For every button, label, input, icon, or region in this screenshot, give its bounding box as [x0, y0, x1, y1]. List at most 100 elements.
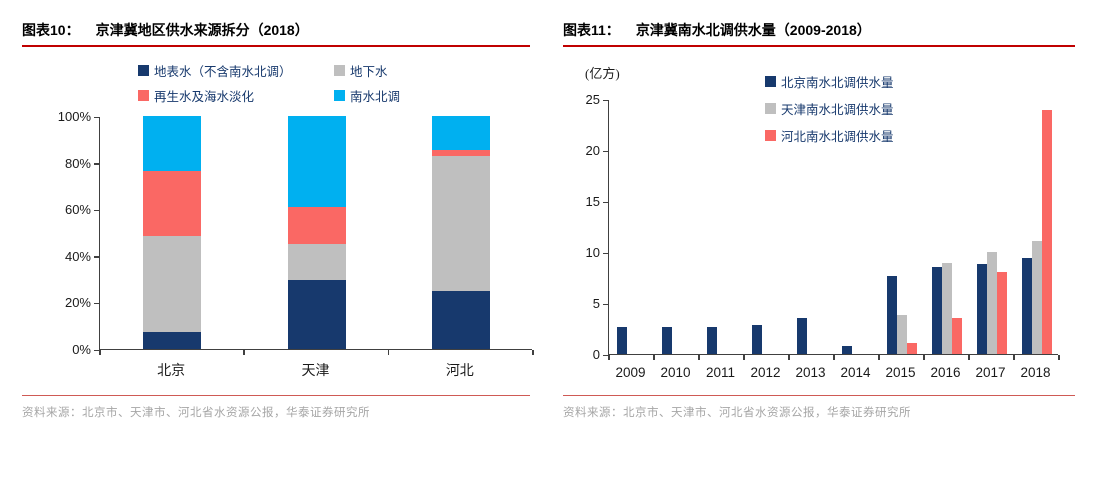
x-tick-mark	[1013, 355, 1015, 360]
bar-segment	[431, 155, 490, 291]
bar	[886, 276, 897, 354]
y-axis-unit: (亿方)	[585, 66, 620, 81]
legend-label: 再生水及海水淡化	[154, 90, 255, 104]
legend-item: 北京南水北调供水量	[765, 72, 894, 91]
legend-item: 地下水	[334, 61, 400, 80]
bar	[931, 267, 942, 354]
legend-label: 河北南水北调供水量	[781, 130, 894, 144]
bar-segment	[287, 280, 346, 349]
legend-swatch	[765, 76, 776, 87]
x-tick-mark	[743, 355, 745, 360]
y-tick-label: 20	[585, 143, 600, 158]
bar	[1041, 110, 1052, 354]
bar-segment	[143, 331, 202, 349]
x-category-label: 北京	[157, 364, 186, 379]
y-tick-mark	[94, 349, 99, 351]
figure-title: 京津冀南水北调供水量（2009-2018）	[635, 22, 871, 38]
x-category-label: 河北	[445, 364, 474, 379]
y-tick-mark	[603, 150, 608, 152]
figure-header: 图表10： 京津冀地区供水来源拆分（2018）	[22, 20, 530, 47]
legend-label: 地下水	[350, 65, 388, 79]
figure-header: 图表11： 京津冀南水北调供水量（2009-2018）	[563, 20, 1075, 47]
bar	[1031, 240, 1042, 354]
x-tick-mark	[698, 355, 700, 360]
legend-item: 再生水及海水淡化	[138, 86, 326, 105]
x-category-label: 2010	[660, 365, 691, 380]
bar	[896, 315, 907, 354]
y-tick-label: 0%	[72, 342, 91, 357]
legend-label: 北京南水北调供水量	[781, 76, 894, 90]
legend-swatch	[765, 103, 776, 114]
x-tick-mark	[608, 355, 610, 360]
y-tick-mark	[94, 116, 99, 118]
bar-segment	[143, 116, 202, 171]
x-tick-mark	[653, 355, 655, 360]
y-tick-mark	[603, 354, 608, 356]
legend-label: 地表水（不含南水北调）	[154, 65, 292, 79]
x-tick-mark	[968, 355, 970, 360]
y-tick-label: 20%	[64, 295, 91, 311]
x-category-label: 天津	[301, 364, 330, 379]
x-category-label: 2011	[705, 365, 736, 380]
bar	[986, 252, 997, 354]
y-tick-label: 40%	[64, 248, 91, 264]
bar	[941, 263, 952, 354]
bar	[976, 264, 987, 354]
y-tick-label: 10	[585, 245, 600, 260]
bar-segment	[287, 244, 346, 281]
plot-area	[99, 116, 532, 350]
y-tick-label: 60%	[64, 202, 91, 218]
source-note: 资料来源：北京市、天津市、河北省水资源公报，华泰证券研究所	[563, 395, 1075, 420]
y-tick-mark	[94, 163, 99, 165]
legend-label: 天津南水北调供水量	[781, 103, 894, 117]
y-tick-mark	[94, 209, 99, 212]
y-tick-label: 100%	[57, 109, 91, 124]
bar	[841, 345, 852, 354]
bar	[906, 342, 917, 354]
bar-segment	[431, 290, 490, 349]
stacked-bar-chart: 地表水（不含南水北调） 地下水 再生水及海水淡化 南水北调 0% 20% 40% 60% 80%…	[22, 47, 534, 395]
x-tick-mark	[833, 355, 835, 360]
y-tick-label: 25	[585, 92, 600, 107]
legend-item: 天津南水北调供水量	[765, 99, 894, 118]
x-category-label: 2015	[885, 365, 916, 380]
x-tick-mark	[99, 350, 101, 355]
x-category-label: 2014	[840, 365, 871, 380]
y-tick-mark	[94, 302, 99, 305]
bar-segment	[143, 170, 202, 236]
y-tick-mark	[603, 252, 608, 254]
bar	[706, 327, 717, 354]
y-tick-label: 80%	[64, 155, 91, 171]
legend: 北京南水北调供水量 天津南水北调供水量 河北南水北调供水量	[765, 72, 894, 145]
bar	[996, 272, 1007, 354]
bar-segment	[431, 116, 490, 150]
bar-segment	[143, 236, 202, 332]
bar-segment	[431, 149, 490, 156]
x-category-label: 2013	[795, 365, 826, 380]
figure-left-panel: 图表10： 京津冀地区供水来源拆分（2018） 地表水（不含南水北调） 地下水再生…	[22, 20, 534, 420]
x-category-label: 2017	[975, 365, 1006, 380]
legend-item: 地表水（不含南水北调）	[138, 61, 326, 80]
legend-swatch	[334, 65, 345, 76]
x-tick-mark	[923, 355, 925, 360]
x-tick-mark	[878, 355, 880, 360]
figure-right-panel: 图表11： 京津冀南水北调供水量（2009-2018） (亿方) 北京南水北调供水…	[563, 20, 1075, 420]
source-note: 资料来源：北京市、天津市、河北省水资源公报，华泰证券研究所	[22, 395, 530, 420]
x-category-label: 2012	[750, 365, 781, 380]
bar	[661, 327, 672, 354]
x-tick-mark	[1058, 355, 1060, 360]
bar	[616, 327, 627, 354]
legend-swatch	[334, 90, 345, 101]
legend: 地表水（不含南水北调） 地下水 再生水及海水淡化 南水北调	[138, 61, 400, 105]
x-tick-mark	[788, 355, 790, 360]
y-tick-label: 5	[592, 296, 600, 311]
bar-segment	[287, 206, 346, 245]
x-tick-mark	[387, 350, 390, 355]
bar	[1021, 258, 1032, 354]
figure-label: 图表10：	[22, 22, 80, 38]
x-category-label: 2016	[930, 365, 961, 380]
legend-item: 河北南水北调供水量	[765, 126, 894, 145]
y-tick-mark	[603, 303, 608, 305]
legend-swatch	[765, 130, 776, 141]
figure-label: 图表11：	[563, 22, 620, 38]
